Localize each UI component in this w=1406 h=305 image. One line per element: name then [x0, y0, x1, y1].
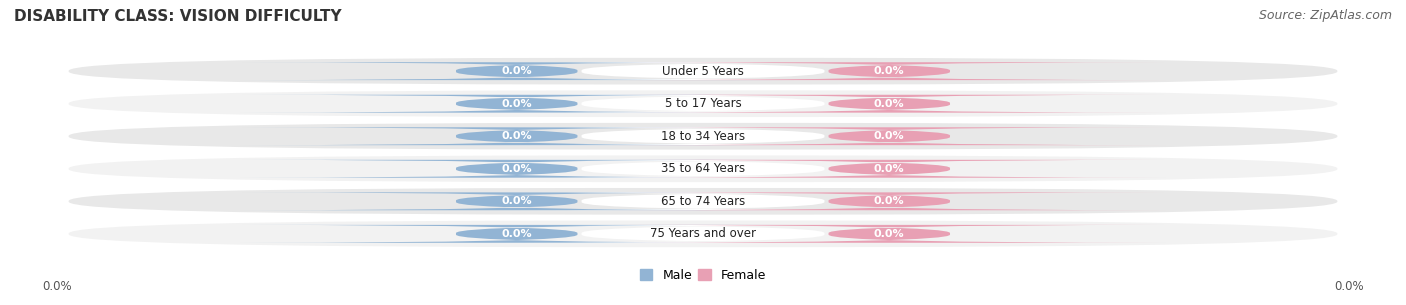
Text: DISABILITY CLASS: VISION DIFFICULTY: DISABILITY CLASS: VISION DIFFICULTY	[14, 9, 342, 24]
Text: Under 5 Years: Under 5 Years	[662, 65, 744, 78]
Text: 0.0%: 0.0%	[502, 99, 531, 109]
FancyBboxPatch shape	[69, 156, 1337, 182]
Text: 0.0%: 0.0%	[1334, 280, 1364, 293]
Legend: Male, Female: Male, Female	[636, 264, 770, 287]
Text: 0.0%: 0.0%	[875, 66, 904, 76]
FancyBboxPatch shape	[486, 192, 920, 210]
FancyBboxPatch shape	[240, 192, 793, 210]
FancyBboxPatch shape	[69, 221, 1337, 247]
Text: 18 to 34 Years: 18 to 34 Years	[661, 130, 745, 143]
FancyBboxPatch shape	[613, 95, 1166, 113]
Text: 0.0%: 0.0%	[502, 229, 531, 239]
Text: 65 to 74 Years: 65 to 74 Years	[661, 195, 745, 208]
Text: 0.0%: 0.0%	[875, 196, 904, 206]
FancyBboxPatch shape	[486, 225, 920, 243]
Text: 5 to 17 Years: 5 to 17 Years	[665, 97, 741, 110]
Text: 0.0%: 0.0%	[42, 280, 72, 293]
FancyBboxPatch shape	[613, 62, 1166, 80]
FancyBboxPatch shape	[240, 95, 793, 113]
FancyBboxPatch shape	[69, 58, 1337, 84]
Text: 0.0%: 0.0%	[875, 99, 904, 109]
FancyBboxPatch shape	[486, 95, 920, 113]
Text: 75 Years and over: 75 Years and over	[650, 227, 756, 240]
FancyBboxPatch shape	[613, 192, 1166, 210]
FancyBboxPatch shape	[613, 160, 1166, 178]
Text: 0.0%: 0.0%	[502, 196, 531, 206]
Text: 0.0%: 0.0%	[875, 229, 904, 239]
Text: Source: ZipAtlas.com: Source: ZipAtlas.com	[1258, 9, 1392, 22]
FancyBboxPatch shape	[486, 160, 920, 178]
FancyBboxPatch shape	[69, 123, 1337, 149]
Text: 0.0%: 0.0%	[875, 164, 904, 174]
FancyBboxPatch shape	[613, 127, 1166, 145]
FancyBboxPatch shape	[240, 225, 793, 243]
Text: 0.0%: 0.0%	[502, 66, 531, 76]
Text: 0.0%: 0.0%	[875, 131, 904, 141]
FancyBboxPatch shape	[240, 160, 793, 178]
Text: 0.0%: 0.0%	[502, 164, 531, 174]
FancyBboxPatch shape	[486, 127, 920, 145]
FancyBboxPatch shape	[240, 62, 793, 80]
FancyBboxPatch shape	[69, 188, 1337, 215]
FancyBboxPatch shape	[240, 127, 793, 145]
FancyBboxPatch shape	[69, 90, 1337, 117]
FancyBboxPatch shape	[613, 225, 1166, 243]
Text: 35 to 64 Years: 35 to 64 Years	[661, 162, 745, 175]
Text: 0.0%: 0.0%	[502, 131, 531, 141]
FancyBboxPatch shape	[486, 62, 920, 80]
